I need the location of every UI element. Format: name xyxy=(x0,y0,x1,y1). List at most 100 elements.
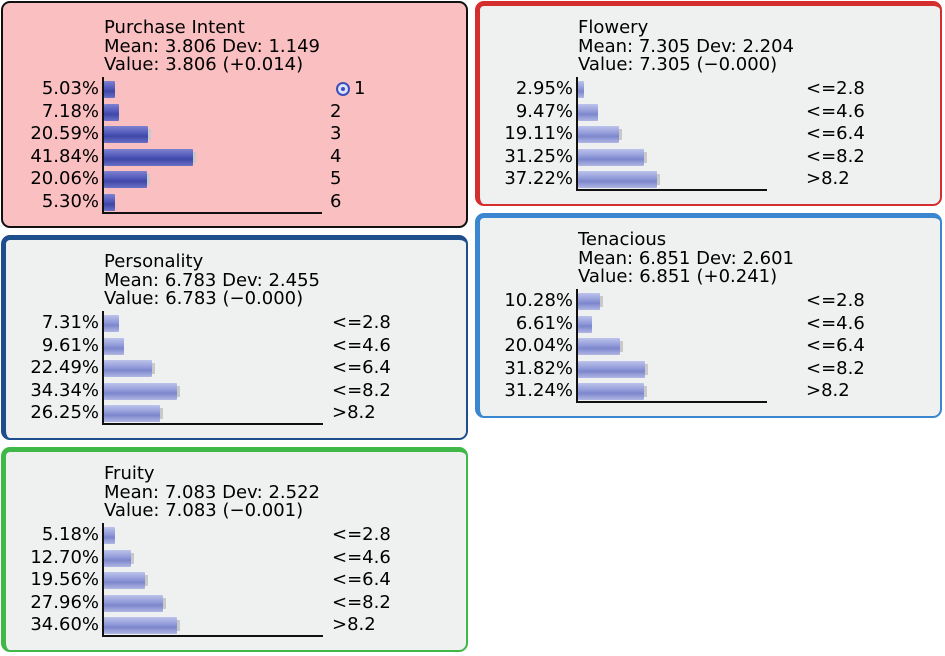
bar-tip xyxy=(177,620,181,631)
state-row[interactable]: 34.60% >8.2 xyxy=(3,613,463,636)
state-label: >8.2 xyxy=(806,380,850,401)
state-bar xyxy=(104,103,120,121)
state-label: <=6.4 xyxy=(332,357,391,378)
node-personality[interactable]: Personality Mean: 6.783 Dev: 2.455 Value… xyxy=(1,235,468,440)
bar-tip xyxy=(644,386,648,397)
state-label: >8.2 xyxy=(332,402,376,423)
state-probability: 5.18% xyxy=(41,524,99,545)
state-row[interactable]: 20.04% <=6.4 xyxy=(477,334,937,357)
state-label: 1 xyxy=(354,78,366,99)
state-row[interactable]: 12.70% <=4.6 xyxy=(3,546,463,569)
state-label: <=2.8 xyxy=(332,312,391,333)
state-bar xyxy=(578,126,622,143)
state-row[interactable]: 20.59% 3 xyxy=(3,122,466,145)
state-row[interactable]: 19.56% <=6.4 xyxy=(3,568,463,591)
state-probability: 34.60% xyxy=(30,614,99,635)
state-probability: 6.61% xyxy=(515,312,573,334)
state-label: >8.2 xyxy=(806,168,850,189)
state-probability: 20.59% xyxy=(30,123,99,144)
state-row[interactable]: 34.34% <=8.2 xyxy=(3,379,463,402)
state-label: <=8.2 xyxy=(332,379,391,401)
bar-tip xyxy=(618,129,622,140)
state-row[interactable]: 20.06% 5 xyxy=(3,167,466,190)
state-probability: 37.22% xyxy=(504,168,573,189)
state-probability: 7.18% xyxy=(41,100,99,122)
state-row[interactable]: 37.22% >8.2 xyxy=(477,167,937,190)
state-probability: 10.28% xyxy=(504,290,573,311)
node-value: Value: 7.305 (−0.000) xyxy=(578,54,778,75)
state-label: <=4.6 xyxy=(806,312,865,334)
state-row[interactable]: 9.61% <=4.6 xyxy=(3,334,463,357)
node-fruity[interactable]: Fruity Mean: 7.083 Dev: 2.522 Value: 7.0… xyxy=(1,447,468,652)
target-state-icon[interactable] xyxy=(336,82,350,96)
state-probability: 41.84% xyxy=(30,145,99,167)
state-row[interactable]: 31.24% >8.2 xyxy=(477,379,937,402)
state-label: <=6.4 xyxy=(806,335,865,356)
state-row[interactable]: 41.84% 4 xyxy=(3,145,466,168)
state-probability: 27.96% xyxy=(30,591,99,613)
node-tenacious[interactable]: Tenacious Mean: 6.851 Dev: 2.601 Value: … xyxy=(475,213,942,418)
node-value: Value: 6.851 (+0.241) xyxy=(578,266,778,287)
node-title: Personality xyxy=(104,251,204,272)
bar-axis xyxy=(576,77,767,191)
state-bar xyxy=(104,360,155,377)
state-bar xyxy=(578,171,660,188)
bar-tip xyxy=(656,174,660,185)
state-row[interactable]: 19.11% <=6.4 xyxy=(477,122,937,145)
state-probability: 5.03% xyxy=(41,78,99,99)
state-probability: 12.70% xyxy=(30,546,99,568)
state-bar xyxy=(104,337,125,355)
state-row[interactable]: 6.61% <=4.6 xyxy=(477,312,937,335)
state-row[interactable]: 5.18% <=2.8 xyxy=(3,523,463,546)
node-title: Fruity xyxy=(104,463,155,484)
state-probability: 9.61% xyxy=(41,334,99,356)
state-label: <=2.8 xyxy=(806,290,865,311)
state-probability: 31.24% xyxy=(504,380,573,401)
state-row[interactable]: 27.96% <=8.2 xyxy=(3,591,463,614)
node-mean-dev: Mean: 7.083 Dev: 2.522 xyxy=(104,482,320,503)
state-row[interactable]: 10.28% <=2.8 xyxy=(477,289,937,312)
state-label: 5 xyxy=(330,168,342,189)
state-bar xyxy=(104,527,115,544)
state-label: <=4.6 xyxy=(332,334,391,356)
bar-tip xyxy=(147,129,151,140)
state-probability: 19.11% xyxy=(504,123,573,144)
node-mean-dev: Mean: 7.305 Dev: 2.204 xyxy=(578,36,794,57)
state-row[interactable]: 31.25% <=8.2 xyxy=(477,145,937,168)
state-row[interactable]: 7.31% <=2.8 xyxy=(3,311,463,334)
node-title: Purchase Intent xyxy=(104,17,245,38)
state-label: <=4.6 xyxy=(806,100,865,122)
state-label: <=4.6 xyxy=(332,546,391,568)
bar-tip xyxy=(145,575,149,586)
state-row[interactable]: 9.47% <=4.6 xyxy=(477,100,937,123)
state-label: <=6.4 xyxy=(806,123,865,144)
bar-tip xyxy=(146,174,150,185)
state-bar xyxy=(104,405,163,422)
state-label: 3 xyxy=(330,123,342,144)
node-value: Value: 7.083 (−0.001) xyxy=(104,500,304,521)
node-flowery[interactable]: Flowery Mean: 7.305 Dev: 2.204 Value: 7.… xyxy=(475,1,942,206)
node-purchase-intent[interactable]: Purchase Intent Mean: 3.806 Dev: 1.149 V… xyxy=(1,1,468,228)
bar-tip xyxy=(599,296,603,307)
state-label: <=8.2 xyxy=(332,591,391,613)
state-probability: 2.95% xyxy=(515,78,573,99)
state-bar xyxy=(578,338,624,355)
state-row[interactable]: 31.82% <=8.2 xyxy=(477,357,937,380)
state-bar xyxy=(104,81,115,98)
state-bar xyxy=(578,383,648,400)
state-row[interactable]: 26.25% >8.2 xyxy=(3,401,463,424)
bar-axis xyxy=(102,523,323,637)
state-label: 4 xyxy=(330,145,342,167)
state-bar xyxy=(104,594,167,612)
state-row[interactable]: 7.18% 2 xyxy=(3,100,466,123)
state-row[interactable]: 5.30% 6 xyxy=(3,190,466,213)
state-probability: 22.49% xyxy=(30,357,99,378)
state-row[interactable]: 2.95% <=2.8 xyxy=(477,77,937,100)
state-bar xyxy=(104,617,181,634)
state-row[interactable]: 22.49% <=6.4 xyxy=(3,356,463,379)
state-bar xyxy=(104,549,134,567)
state-label: <=2.8 xyxy=(806,78,865,99)
state-row[interactable]: 5.03% 1 xyxy=(3,77,466,100)
state-bar xyxy=(578,315,592,333)
bar-tip xyxy=(151,363,155,374)
